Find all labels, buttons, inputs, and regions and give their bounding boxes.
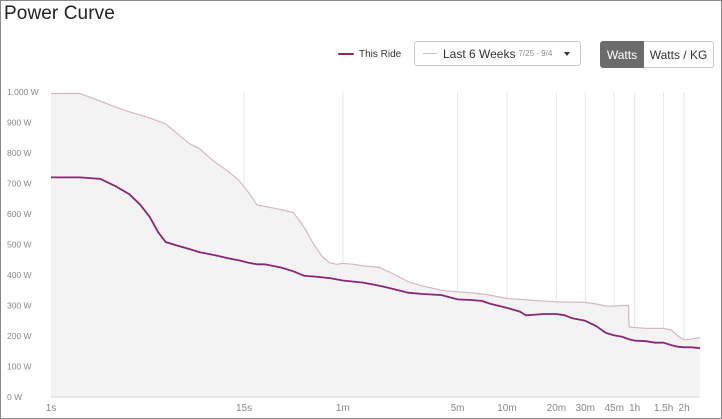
x-tick-label: 1s — [46, 403, 57, 414]
unit-toggle: Watts Watts / KG — [600, 41, 714, 68]
period-dropdown-range: 7/25 - 9/4 — [518, 49, 553, 58]
legend-this-ride-label: This Ride — [359, 48, 402, 60]
x-tick-label: 1h — [629, 403, 640, 414]
y-tick-label: 500 W — [7, 240, 32, 250]
x-tick-label: 5m — [451, 403, 465, 414]
legend-this-ride[interactable]: This Ride — [338, 46, 401, 62]
y-tick-label: 1,000 W — [7, 87, 39, 97]
y-tick-label: 700 W — [7, 179, 32, 189]
series-layer — [51, 92, 701, 397]
y-tick-label: 300 W — [7, 301, 32, 311]
x-tick-label: 20m — [547, 403, 566, 414]
x-tick-label: 1.5h — [654, 403, 673, 414]
period-area-fill — [51, 93, 700, 397]
caret-down-icon — [564, 52, 570, 56]
x-tick-label: 1m — [336, 403, 350, 414]
x-tick-label: 2h — [679, 403, 690, 414]
x-tick-label: 45m — [604, 403, 623, 414]
y-tick-label: 200 W — [7, 331, 32, 341]
y-tick-label: 400 W — [7, 270, 32, 280]
period-dropdown-label: Last 6 Weeks — [443, 46, 516, 61]
period-dropdown[interactable]: Last 6 Weeks 7/25 - 9/4 — [414, 41, 581, 66]
y-tick-label: 900 W — [7, 118, 32, 128]
period-series-line — [51, 92, 701, 341]
watts-per-kg-button[interactable]: Watts / KG — [644, 41, 714, 68]
ride-series-line — [51, 176, 701, 350]
ride-line-swatch-icon — [338, 53, 354, 55]
x-tick-label: 10m — [497, 403, 516, 414]
y-tick-label: 800 W — [7, 148, 32, 158]
y-tick-label: 0 W — [7, 392, 22, 402]
x-tick-label: 30m — [576, 403, 595, 414]
watts-button[interactable]: Watts — [600, 41, 644, 68]
x-tick-label: 15s — [236, 403, 252, 414]
axis-layer: 1s 15s 1m 5m 10m 20m 30m 45m 1h 1.5h 2h 0 W 100 W 200… — [7, 87, 700, 414]
page-title: Power Curve — [4, 3, 115, 24]
y-tick-label: 100 W — [7, 362, 32, 372]
period-line-swatch-icon — [423, 53, 437, 54]
y-tick-label: 600 W — [7, 209, 32, 219]
